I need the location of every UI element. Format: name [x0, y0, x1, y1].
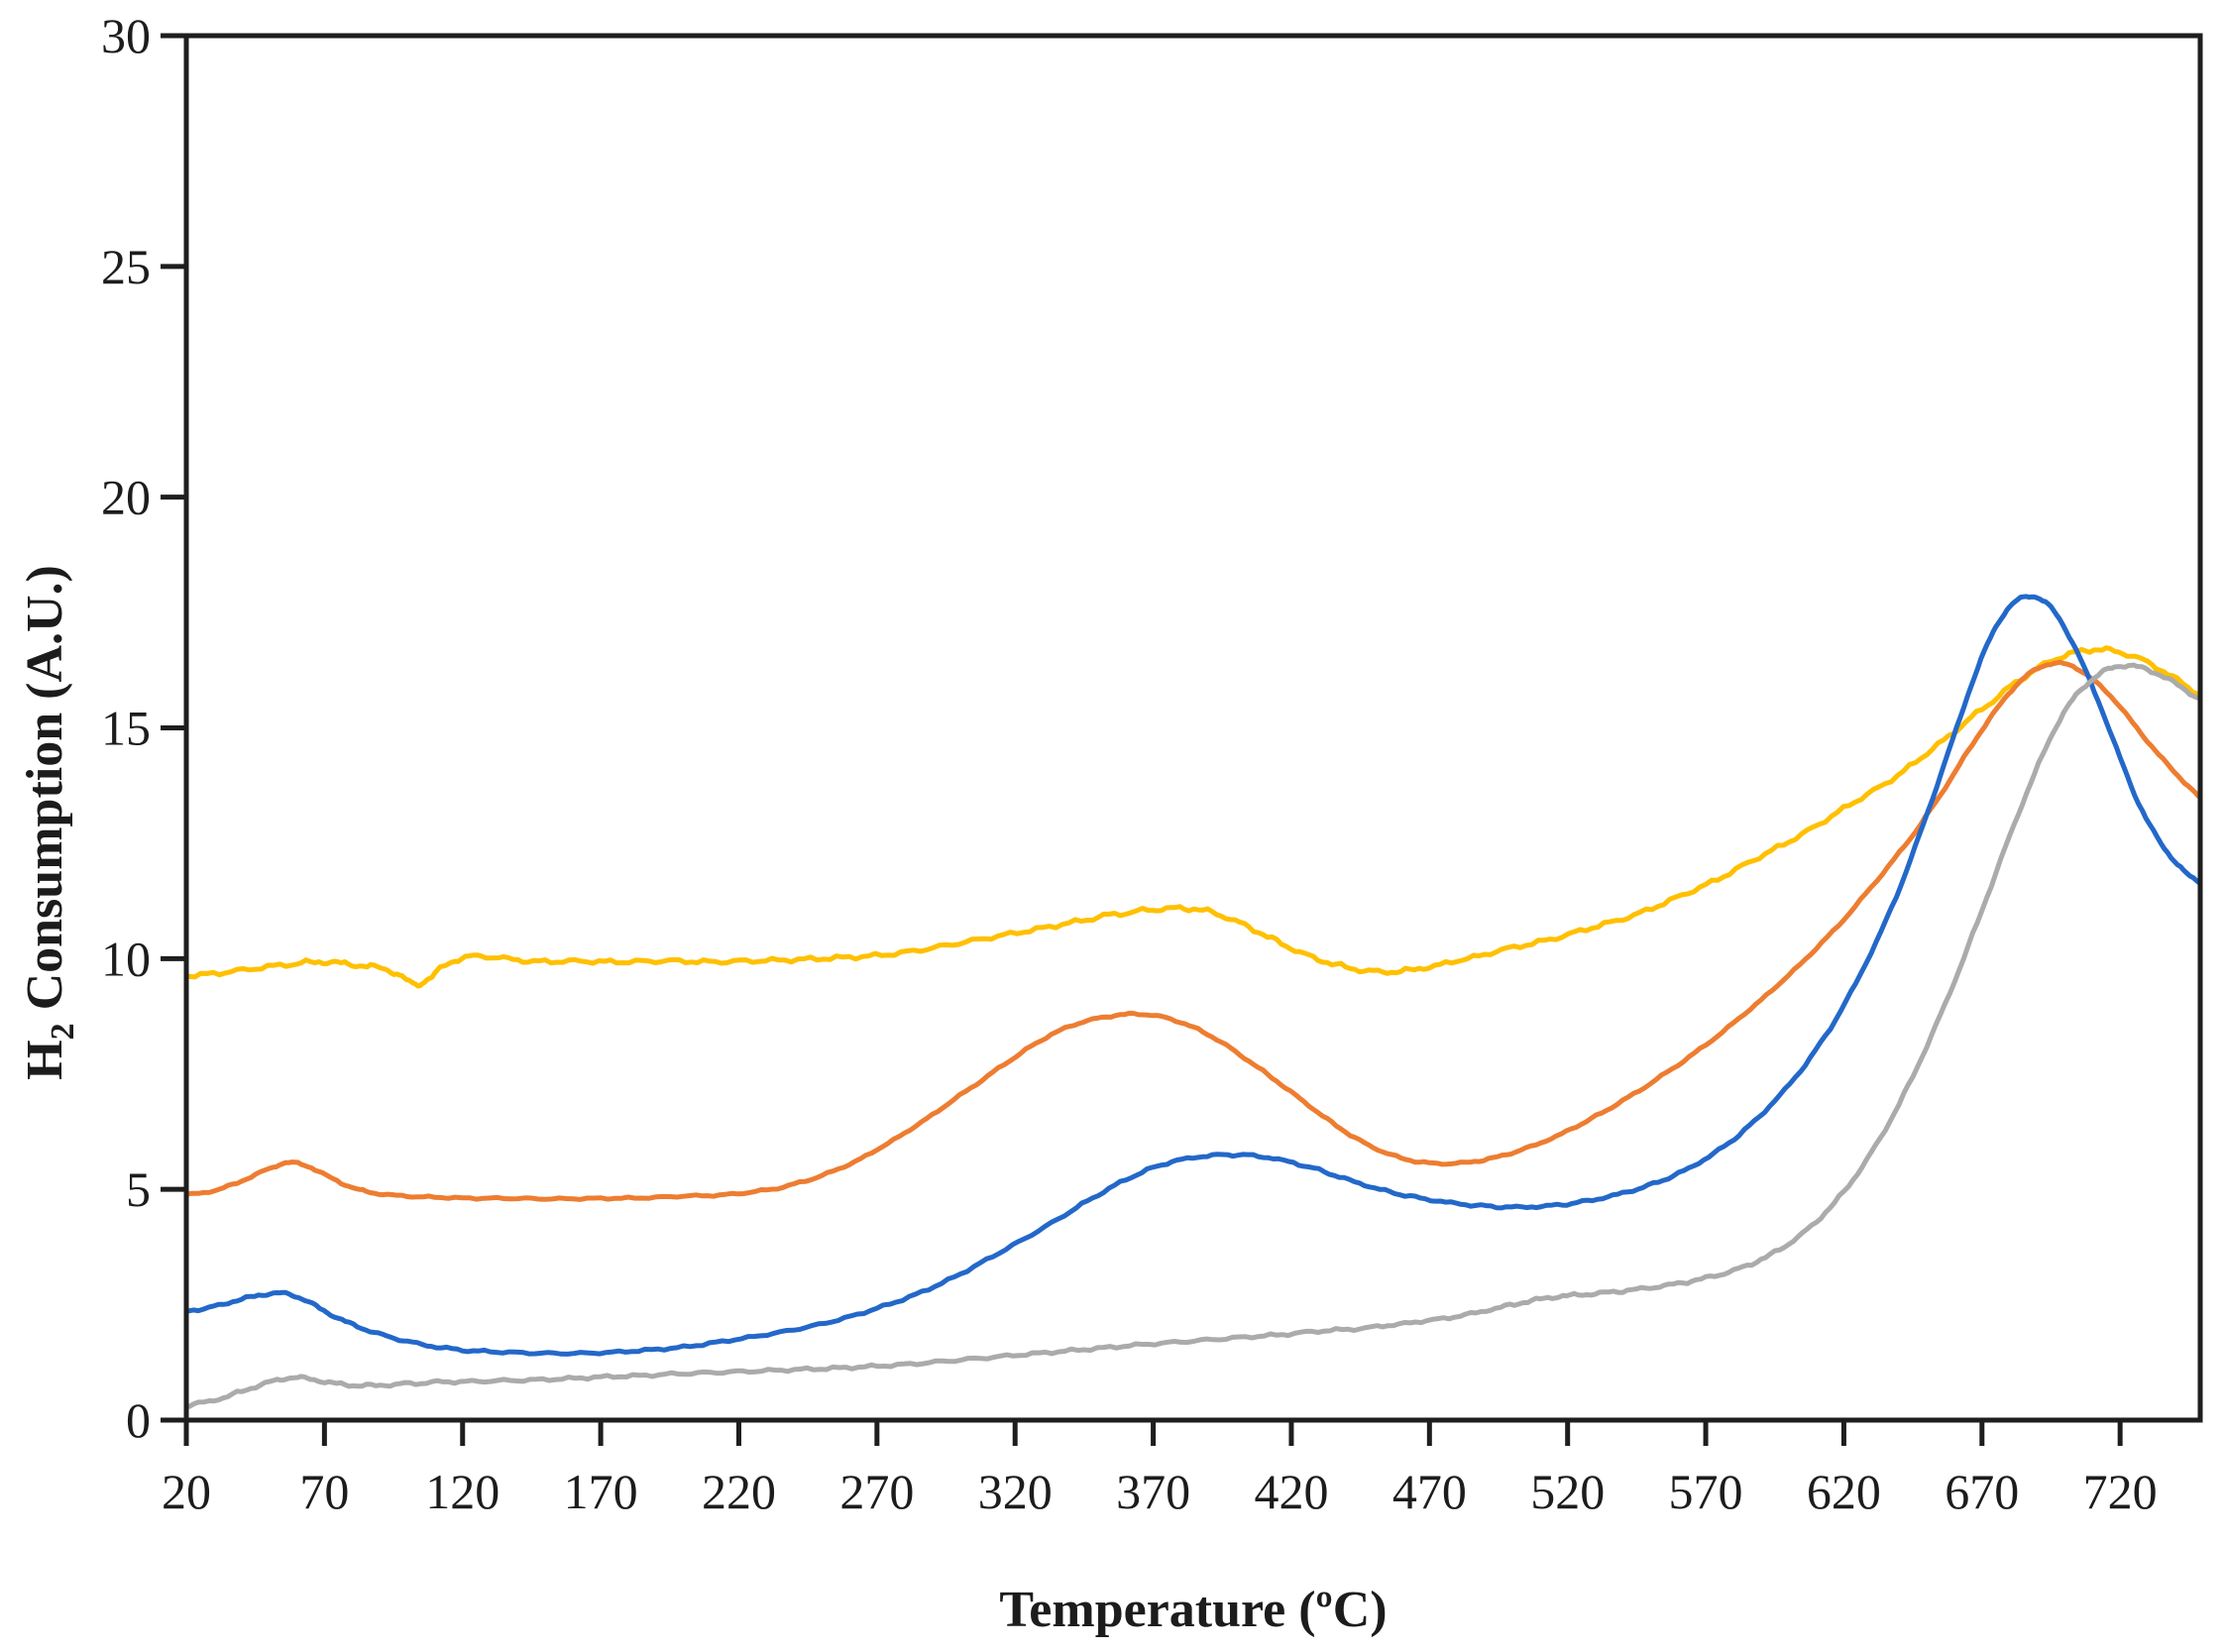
- x-tick-label: 620: [1807, 1464, 1881, 1519]
- y-tick-label: 10: [101, 931, 151, 986]
- series-gray-line: [183, 662, 2203, 1409]
- series-blue-line: [183, 594, 2203, 1357]
- x-tick-label: 420: [1254, 1464, 1328, 1519]
- y-tick-label: 0: [126, 1392, 151, 1448]
- series-yellow-line: [183, 645, 2203, 989]
- x-tick-label: 170: [564, 1464, 638, 1519]
- x-tick-label: 670: [1945, 1464, 2019, 1519]
- y-tick-label: 30: [101, 8, 151, 63]
- x-tick-label: 570: [1669, 1464, 1743, 1519]
- plot-frame: [183, 33, 2203, 1423]
- y-tick-label: 15: [101, 701, 151, 756]
- x-tick-label: 520: [1530, 1464, 1605, 1519]
- y-axis-title: H2 Consumption (A.U.): [17, 565, 81, 1080]
- x-tick-label: 470: [1392, 1464, 1467, 1519]
- x-tick-label: 320: [978, 1464, 1053, 1519]
- x-tick-label: 70: [299, 1464, 349, 1519]
- x-axis-title: Temperature (ºC): [999, 1582, 1387, 1638]
- y-tick-label: 5: [126, 1161, 151, 1217]
- x-tick-label: 370: [1116, 1464, 1190, 1519]
- x-tick-label: 220: [702, 1464, 776, 1519]
- x-tick-label: 270: [839, 1464, 914, 1519]
- x-tick-label: 20: [162, 1464, 211, 1519]
- series-orange-line: [183, 659, 2203, 1202]
- x-tick-label: 720: [2083, 1464, 2158, 1519]
- y-tick-label: 25: [101, 239, 151, 294]
- x-tick-label: 120: [425, 1464, 500, 1519]
- y-tick-label: 20: [101, 470, 151, 525]
